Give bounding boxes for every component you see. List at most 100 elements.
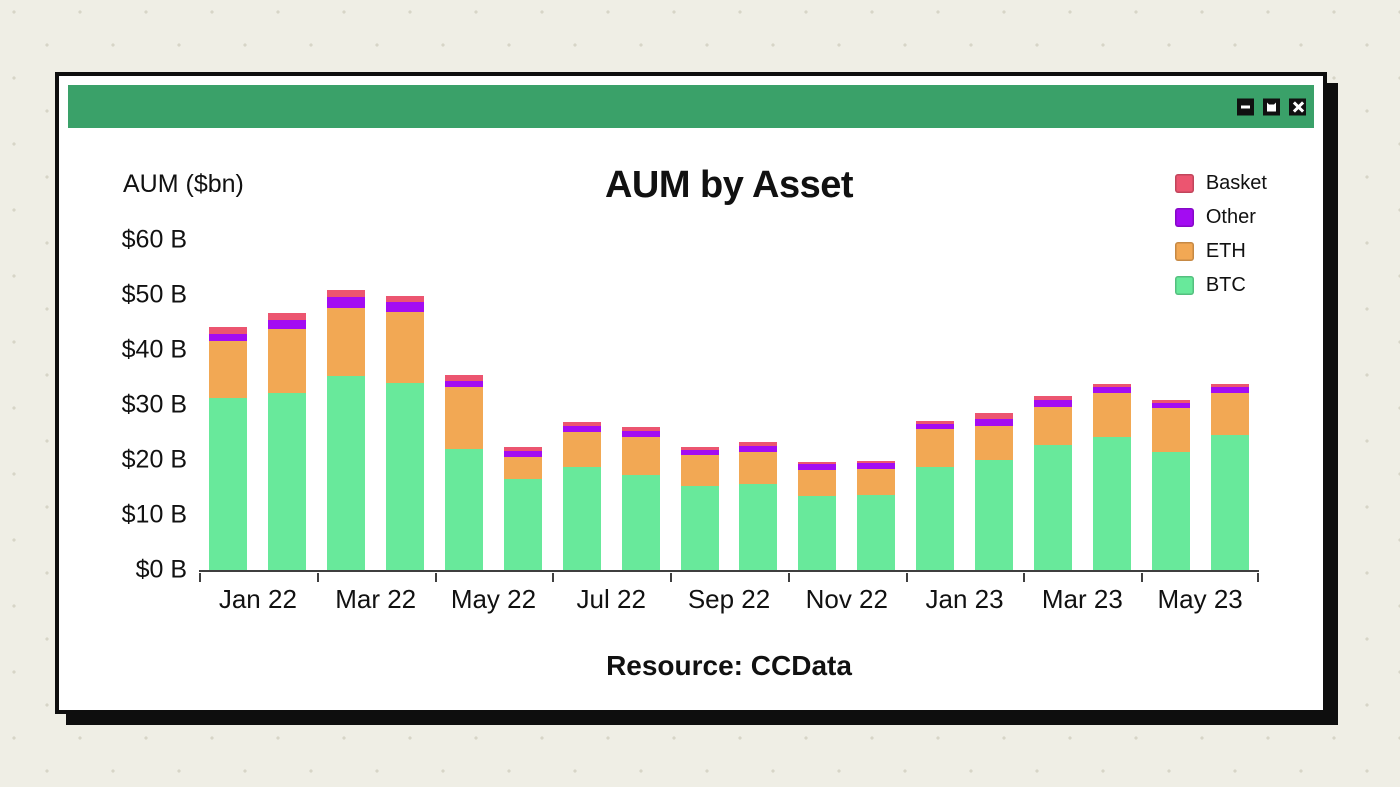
- x-tick-label: Jan 22: [218, 584, 297, 614]
- bar-segment-basket: [327, 289, 366, 297]
- bar-segment-eth: [1151, 408, 1190, 452]
- bar-Mar 22: [327, 289, 366, 570]
- bar-Jan 22: [209, 326, 248, 570]
- bar-segment-eth: [916, 429, 955, 467]
- bar-segment-btc: [386, 383, 425, 570]
- bar-segment-basket: [1151, 400, 1190, 404]
- bar-segment-basket: [975, 412, 1013, 419]
- bar-segment-btc: [916, 466, 955, 570]
- bar-segment-other: [209, 334, 248, 341]
- bar-Oct 22: [739, 442, 778, 570]
- bar-segment-other: [975, 418, 1013, 426]
- y-tick-label: $30 B: [121, 390, 187, 419]
- bar-segment-other: [1092, 387, 1131, 394]
- x-tick-label: Nov 22: [805, 584, 888, 614]
- bar-segment-basket: [209, 326, 248, 335]
- bar-segment-eth: [621, 436, 660, 476]
- bar-segment-btc: [1151, 451, 1190, 570]
- bar-Sep 22: [680, 446, 719, 570]
- bar-Apr 22: [386, 296, 425, 570]
- bar-segment-eth: [503, 457, 542, 480]
- bar-Jul 22: [562, 421, 601, 570]
- x-tick-label: Jul 22: [576, 584, 646, 614]
- x-axis-tick: [199, 572, 201, 582]
- x-tick-label: May 22: [450, 584, 537, 614]
- bar-segment-eth: [386, 312, 425, 383]
- source-label: Resource: CCData: [606, 650, 852, 681]
- x-axis-tick: [1141, 572, 1144, 582]
- bar-Mar 23: [1033, 395, 1072, 570]
- bar-segment-basket: [1210, 384, 1249, 388]
- bar-segment-btc: [445, 449, 483, 570]
- x-axis-tick: [787, 572, 790, 582]
- bar-segment-basket: [386, 296, 425, 303]
- close-button[interactable]: [1289, 98, 1306, 115]
- bar-segment-basket: [268, 312, 307, 321]
- bar-segment-other: [562, 425, 601, 432]
- bar-segment-eth: [327, 307, 366, 376]
- bar-segment-other: [621, 430, 660, 437]
- x-tick-label: May 23: [1157, 584, 1243, 614]
- bar-segment-btc: [975, 460, 1013, 570]
- window-titlebar[interactable]: [68, 85, 1314, 128]
- legend-item-other: Other: [1174, 206, 1267, 229]
- bar-segment-eth: [1210, 393, 1249, 435]
- app-window: AUM ($bn) AUM by Asset Basket Other ETH BTC…: [55, 72, 1327, 714]
- bar-segment-basket: [1033, 395, 1072, 401]
- legend-item-eth: ETH: [1174, 240, 1267, 263]
- plot-area: [199, 240, 1259, 582]
- x-axis-tick: [1023, 572, 1026, 582]
- x-axis-tick: [905, 572, 908, 582]
- x-axis-tick: [434, 572, 437, 582]
- legend-swatch-eth: [1174, 242, 1194, 261]
- minimize-button[interactable]: [1237, 98, 1254, 115]
- x-axis-labels: Jan 22 Mar 22 May 22 Jul 22 Sep 22 Nov 22 Jan …: [199, 584, 1259, 615]
- x-axis-tick: [1257, 572, 1259, 582]
- bar-segment-eth: [975, 425, 1013, 460]
- bar-segment-eth: [857, 469, 896, 496]
- x-axis-tick: [552, 572, 555, 582]
- maximize-button[interactable]: [1263, 98, 1280, 115]
- close-icon: [1292, 101, 1303, 112]
- bar-Jun 22: [503, 447, 542, 570]
- x-tick-label: Mar 23: [1041, 584, 1123, 614]
- x-tick-label: Jan 23: [925, 584, 1004, 614]
- y-axis-unit-label: AUM ($bn): [123, 170, 244, 198]
- chart-legend: Basket Other ETH BTC: [1174, 172, 1267, 308]
- bar-segment-eth: [209, 340, 248, 399]
- bar-segment-other: [916, 423, 955, 430]
- bar-segment-other: [1210, 387, 1249, 394]
- y-tick-label: $0 B: [135, 555, 187, 584]
- bar-segment-other: [857, 463, 896, 470]
- bar-segment-eth: [1092, 393, 1131, 437]
- legend-label: Basket: [1205, 172, 1267, 194]
- legend-item-btc: BTC: [1174, 274, 1267, 297]
- bar-segment-basket: [916, 420, 955, 424]
- bar-Jan 23: [916, 420, 955, 570]
- chart-body: $0 B $10 B $20 B $30 B $40 B $50 B $60 B: [95, 226, 1259, 584]
- bar-Nov 22: [798, 462, 837, 570]
- chart-panel: AUM ($bn) AUM by Asset Basket Other ETH BTC…: [59, 128, 1323, 702]
- bar-segment-basket: [798, 462, 837, 465]
- bar-segment-btc: [621, 475, 660, 570]
- bar-segment-btc: [1210, 434, 1249, 570]
- bar-segment-eth: [798, 469, 837, 496]
- bar-segment-basket: [621, 427, 660, 431]
- legend-label: BTC: [1205, 274, 1246, 296]
- legend-label: ETH: [1205, 240, 1246, 262]
- bar-segment-basket: [503, 447, 542, 451]
- y-tick-label: $20 B: [121, 445, 187, 474]
- bar-segment-btc: [503, 479, 542, 570]
- bar-segment-other: [798, 464, 837, 470]
- bar-segment-btc: [798, 495, 837, 570]
- legend-swatch-btc: [1174, 276, 1194, 295]
- bar-segment-basket: [680, 446, 719, 451]
- bar-segment-btc: [680, 485, 719, 570]
- bar-segment-btc: [1092, 436, 1131, 570]
- bar-segment-eth: [680, 455, 719, 486]
- y-tick-label: $10 B: [121, 500, 187, 529]
- legend-swatch-other: [1174, 208, 1194, 227]
- window-controls: [1237, 98, 1306, 115]
- bar-segment-other: [445, 380, 483, 388]
- bar-segment-basket: [857, 460, 896, 464]
